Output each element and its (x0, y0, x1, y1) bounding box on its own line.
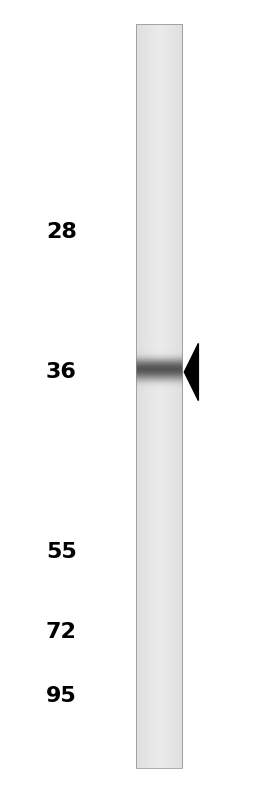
Text: 55: 55 (46, 542, 77, 562)
Polygon shape (184, 343, 198, 401)
Text: 72: 72 (46, 622, 77, 642)
Text: 28: 28 (46, 222, 77, 242)
Text: 36: 36 (46, 362, 77, 382)
Bar (136, 24, 182, 768)
Text: 95: 95 (46, 686, 77, 706)
